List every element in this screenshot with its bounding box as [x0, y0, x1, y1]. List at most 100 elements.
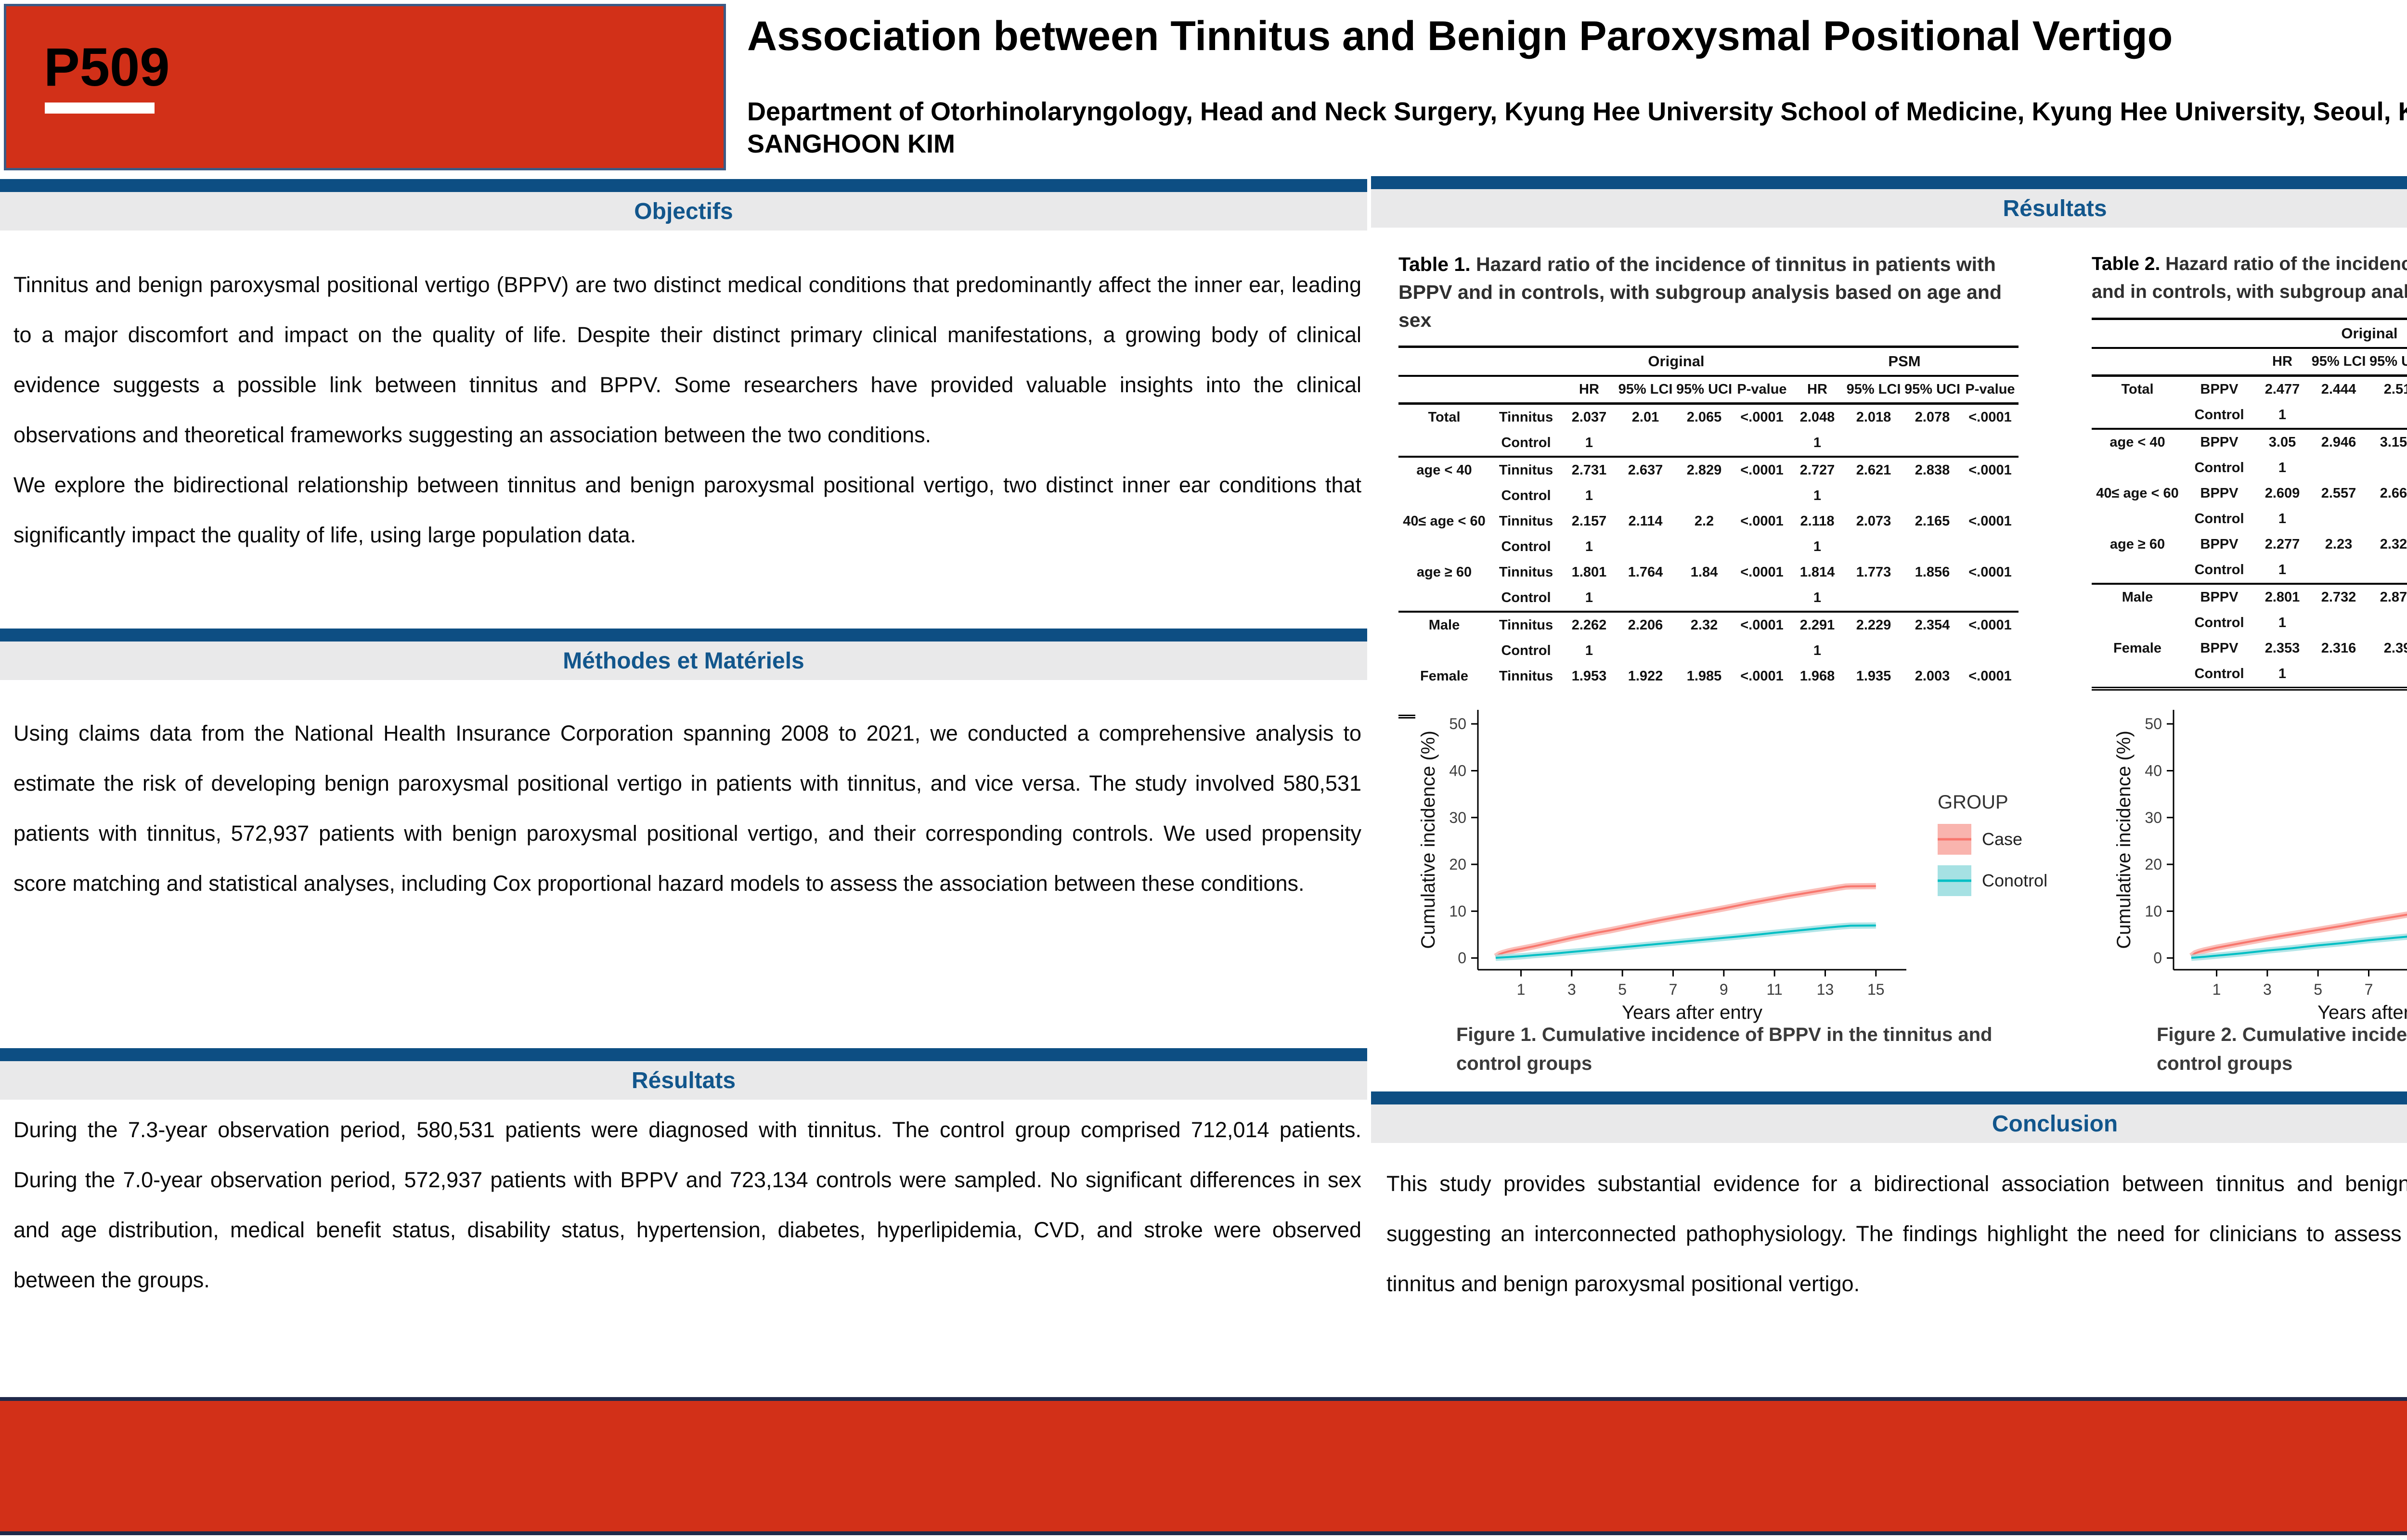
- cell-value: [1962, 585, 2019, 612]
- row-case-label: Tinnitus: [1499, 410, 1553, 425]
- table-column-header: 95% UCI: [1676, 382, 1733, 397]
- y-tick-label: 30: [1449, 809, 1466, 826]
- table-column-header: P-value: [1965, 382, 2015, 397]
- cell-value: 2.557: [2321, 486, 2356, 501]
- y-tick-label: 20: [2145, 856, 2162, 873]
- row-case-label: Control: [1501, 539, 1551, 554]
- cell-value: [1616, 534, 1675, 560]
- y-axis-label: Cumulative incidence (%): [1418, 731, 1439, 949]
- series-line: [2191, 936, 2407, 959]
- cell-value: 1.764: [1628, 565, 1663, 580]
- table-1: Original PSM HR 95% LCI 95% UCI P-value HR 95% …: [1398, 346, 2019, 719]
- x-axis-label: Years after entry: [1622, 1002, 1762, 1023]
- cell-value: 2.32: [1690, 617, 1718, 633]
- cell-value: [1734, 430, 1790, 457]
- series-line: [2190, 913, 2407, 957]
- section-header-conclusion: Conclusion: [1371, 1091, 2407, 1143]
- cell-value: 1: [1813, 488, 1822, 503]
- methods-text: Using claims data from the National Heal…: [13, 708, 1361, 909]
- cell-value: [1903, 534, 1962, 560]
- cell-value: 2.018: [1856, 410, 1891, 425]
- table-1-caption: Table 1. Hazard ratio of the incidence o…: [1398, 253, 2002, 331]
- cell-value: [1616, 483, 1675, 509]
- cell-value: [1962, 638, 2019, 664]
- cell-value: [1962, 430, 2019, 457]
- x-tick-label: 5: [1618, 981, 1627, 998]
- cell-value: [1616, 430, 1675, 457]
- cell-value: 1.953: [1571, 668, 1607, 684]
- table-column-header: 95% UCI: [1904, 382, 1961, 397]
- cell-value: [1675, 483, 1734, 509]
- cell-value: [1844, 430, 1903, 457]
- cell-value: <.0001: [1740, 617, 1784, 633]
- cell-value: 1: [2278, 562, 2287, 578]
- cell-value: 1.985: [1686, 668, 1722, 684]
- cell-value: [1962, 483, 2019, 509]
- poster-number-badge: P509: [4, 4, 726, 170]
- row-case-label: Control: [2194, 407, 2244, 423]
- row-group-label: Female: [2113, 641, 2161, 656]
- cell-value: [2309, 557, 2368, 584]
- cell-value: 2.732: [2321, 590, 2356, 605]
- row-group-label: Female: [1420, 668, 1468, 684]
- navy-bar: [0, 629, 1367, 642]
- cell-value: <.0001: [1740, 565, 1784, 580]
- cell-value: 1.84: [1690, 565, 1718, 580]
- cell-value: [1675, 585, 1734, 612]
- results-left-text: During the 7.3-year observation period, …: [13, 1105, 1361, 1305]
- cell-value: 2.354: [1915, 617, 1950, 633]
- cell-value: [1734, 534, 1790, 560]
- row-case-label: Tinnitus: [1499, 513, 1553, 529]
- table-column-header: [2092, 348, 2183, 376]
- row-case-label: Tinnitus: [1499, 668, 1553, 684]
- table-row: 40≤ age < 60 Tinnitus 2.157 2.114 2.2 <.0001 2…: [1398, 509, 2019, 534]
- badge-underline: [45, 103, 155, 114]
- row-group-label: [1398, 430, 1490, 457]
- cell-value: 1.922: [1628, 668, 1663, 684]
- cell-value: 2.291: [1799, 617, 1835, 633]
- objectives-paragraph: Tinnitus and benign paroxysmal positiona…: [13, 272, 1361, 447]
- cell-value: 2.048: [1799, 410, 1835, 425]
- cell-value: 1.773: [1856, 565, 1891, 580]
- x-tick-label: 1: [2213, 981, 2221, 998]
- row-case-label: BPPV: [2200, 641, 2239, 656]
- cell-value: <.0001: [1740, 513, 1784, 529]
- cell-value: [2309, 455, 2368, 481]
- poster-number: P509: [44, 37, 170, 97]
- cell-value: 2.065: [1686, 410, 1722, 425]
- cell-value: 2.325: [2380, 537, 2407, 552]
- table-group-header: Original: [2341, 325, 2398, 342]
- y-tick-label: 40: [2145, 762, 2162, 779]
- row-group-label: Male: [1428, 617, 1460, 633]
- cell-value: 1: [2278, 460, 2287, 475]
- poster-author: SANGHOON KIM: [747, 129, 955, 158]
- table-row: Male Tinnitus 2.262 2.206 2.32 <.0001 2.291 2.2…: [1398, 612, 2019, 638]
- table-row: Total Tinnitus 2.037 2.01 2.065 <.0001 2.048 2.…: [1398, 404, 2019, 431]
- section-header-results-left: Résultats: [0, 1048, 1367, 1100]
- row-group-label: [2092, 610, 2183, 636]
- table-group-header: [1398, 347, 1562, 376]
- row-case-label: Control: [2194, 615, 2244, 630]
- row-group-label: age ≥ 60: [1416, 565, 1472, 580]
- cell-value: [2368, 661, 2407, 689]
- cell-value: 2.165: [1915, 513, 1950, 529]
- row-case-label: Control: [1501, 488, 1551, 503]
- cell-value: 2.477: [2265, 382, 2300, 397]
- cell-value: <.0001: [1968, 513, 2012, 529]
- table-row: Female Tinnitus 1.953 1.922 1.985 <.0001 1.968…: [1398, 664, 2019, 689]
- x-tick-label: 11: [1767, 981, 1783, 998]
- table-column-header: 95% LCI: [2311, 354, 2366, 369]
- cell-value: 2.727: [1799, 462, 1835, 478]
- section-header-methods: Méthodes et Matériels: [0, 629, 1367, 680]
- cell-value: 1: [1585, 643, 1593, 658]
- row-case-label: BPPV: [2200, 382, 2239, 397]
